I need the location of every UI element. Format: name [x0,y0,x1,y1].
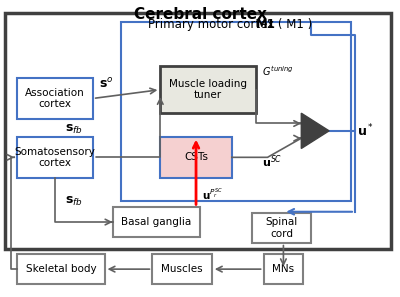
FancyBboxPatch shape [264,255,303,284]
FancyBboxPatch shape [113,207,200,237]
Text: Somatosensory
cortex: Somatosensory cortex [14,146,96,168]
Text: Muscle loading
tuner: Muscle loading tuner [169,79,247,100]
Text: Association
cortex: Association cortex [25,88,85,109]
Text: $\mathbf{s}^o$: $\mathbf{s}^o$ [99,77,114,91]
FancyBboxPatch shape [152,255,212,284]
Text: MNs: MNs [272,264,294,274]
Text: $\mathbf{u}^*$: $\mathbf{u}^*$ [357,123,374,139]
FancyBboxPatch shape [17,255,105,284]
Text: $\mathbf{u}^{SC}$: $\mathbf{u}^{SC}$ [262,154,282,170]
Text: Skeletal body: Skeletal body [26,264,96,274]
FancyBboxPatch shape [160,66,256,113]
Text: $G^{tuning}$: $G^{tuning}$ [262,64,294,78]
Text: Muscles: Muscles [161,264,203,274]
Text: Basal ganglia: Basal ganglia [121,217,192,227]
Text: Cerebral cortex: Cerebral cortex [134,7,266,22]
FancyBboxPatch shape [5,13,391,249]
Text: Primary motor cortex ( M1 ): Primary motor cortex ( M1 ) [148,18,312,31]
Text: $\mathbf{u}^{P_r^{SC}}$: $\mathbf{u}^{P_r^{SC}}$ [202,187,223,202]
Text: $\mathbf{s}_{fb}$: $\mathbf{s}_{fb}$ [65,123,83,136]
Polygon shape [301,113,329,148]
Text: $\mathbf{s}_{fb}$: $\mathbf{s}_{fb}$ [65,195,83,208]
Text: Spinal
cord: Spinal cord [265,217,298,239]
FancyBboxPatch shape [17,137,93,178]
FancyBboxPatch shape [17,78,93,119]
FancyBboxPatch shape [252,213,311,243]
Text: M1: M1 [256,18,276,31]
FancyBboxPatch shape [120,22,351,201]
Text: CSTs: CSTs [184,152,208,162]
FancyBboxPatch shape [160,137,232,178]
